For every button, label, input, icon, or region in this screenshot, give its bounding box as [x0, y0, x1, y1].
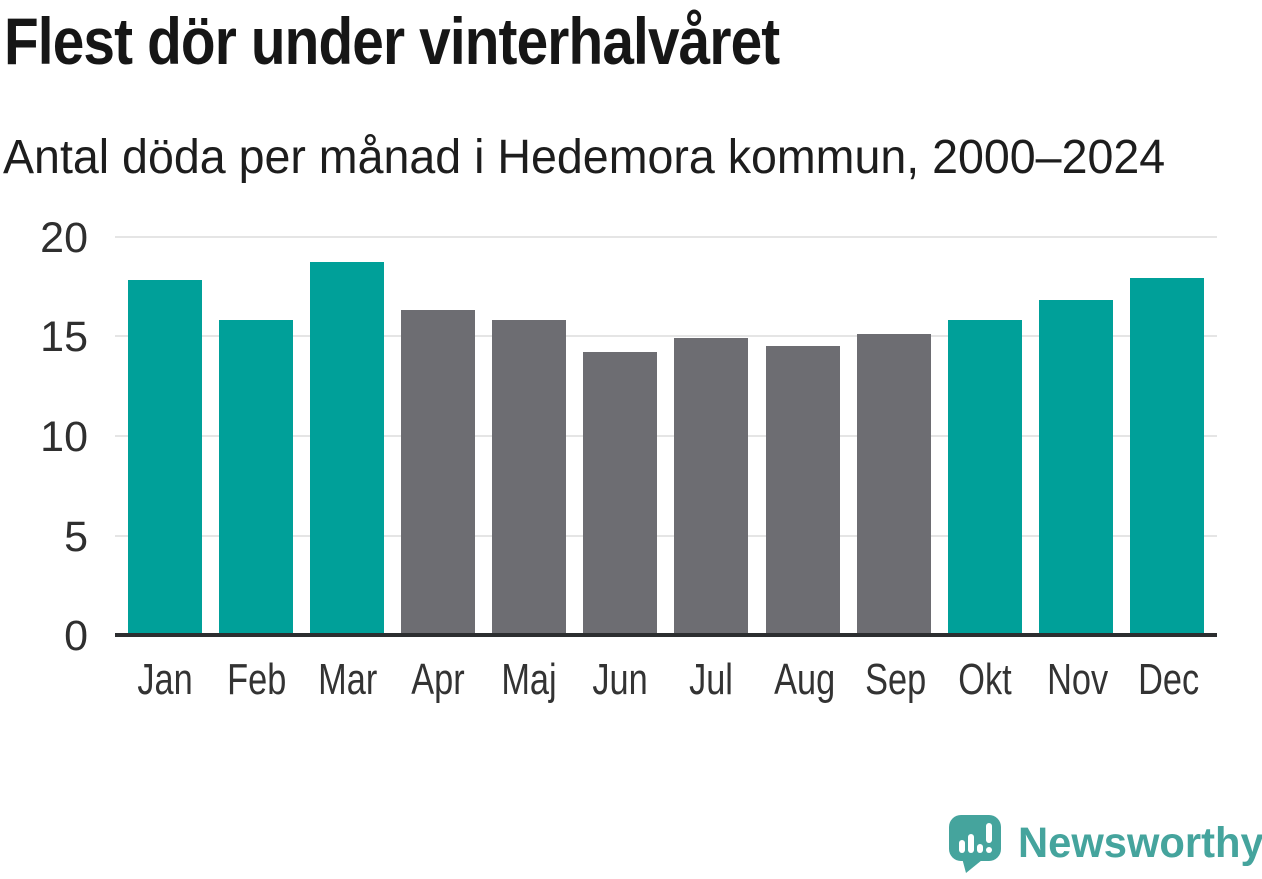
chart-title: Flest dör under vinterhalvåret [4, 4, 780, 78]
x-tick-label-dec: Dec [1137, 655, 1200, 704]
x-tick-label-okt: Okt [958, 655, 1012, 704]
bar-sep [856, 333, 931, 635]
x-tick-label-maj: Maj [501, 655, 557, 704]
x-tick-label-sep: Sep [864, 655, 926, 704]
bar-aug [765, 345, 840, 635]
y-tick-label: 20 [40, 214, 88, 262]
x-tick-label-mar: Mar [318, 655, 378, 704]
x-tick-label-nov: Nov [1046, 655, 1108, 704]
newsworthy-wordmark: Newsworthy [1018, 819, 1262, 867]
x-tick-label-jul: Jul [689, 655, 734, 704]
bar-okt [947, 319, 1022, 635]
bars-plot-area [115, 236, 1217, 635]
speech-bubble-bar-chart-icon [949, 815, 1001, 873]
y-tick-label: 5 [64, 513, 88, 561]
bar-jun [583, 351, 658, 635]
x-tick-label-jun: Jun [592, 655, 649, 704]
chart-subtitle: Antal döda per månad i Hedemora kommun, … [3, 131, 1166, 184]
x-axis-line [115, 633, 1217, 637]
bar-maj [492, 319, 567, 635]
bar-jul [674, 337, 749, 635]
gridline-15 [115, 335, 1217, 337]
x-tick-label-feb: Feb [227, 655, 287, 704]
x-axis-labels: Jan Feb Mar Apr Maj Jun Jul Aug Sep Okt … [115, 652, 1217, 708]
newsworthy-logo: Newsworthy [948, 814, 1262, 874]
gridline-10 [115, 435, 1217, 437]
gridline-5 [115, 535, 1217, 537]
y-tick-label: 0 [64, 612, 88, 660]
gridline-20 [115, 236, 1217, 238]
bar-apr [401, 309, 476, 635]
bar-nov [1038, 299, 1113, 635]
y-tick-label: 15 [40, 313, 88, 361]
bar-jan [128, 279, 202, 635]
bar-dec [1129, 277, 1204, 635]
x-tick-label-apr: Apr [411, 655, 465, 704]
y-tick-label: 10 [40, 413, 88, 461]
x-tick-label-aug: Aug [773, 655, 835, 704]
bar-feb [219, 319, 294, 635]
bar-mar [310, 261, 385, 635]
x-tick-label-jan: Jan [137, 655, 193, 704]
